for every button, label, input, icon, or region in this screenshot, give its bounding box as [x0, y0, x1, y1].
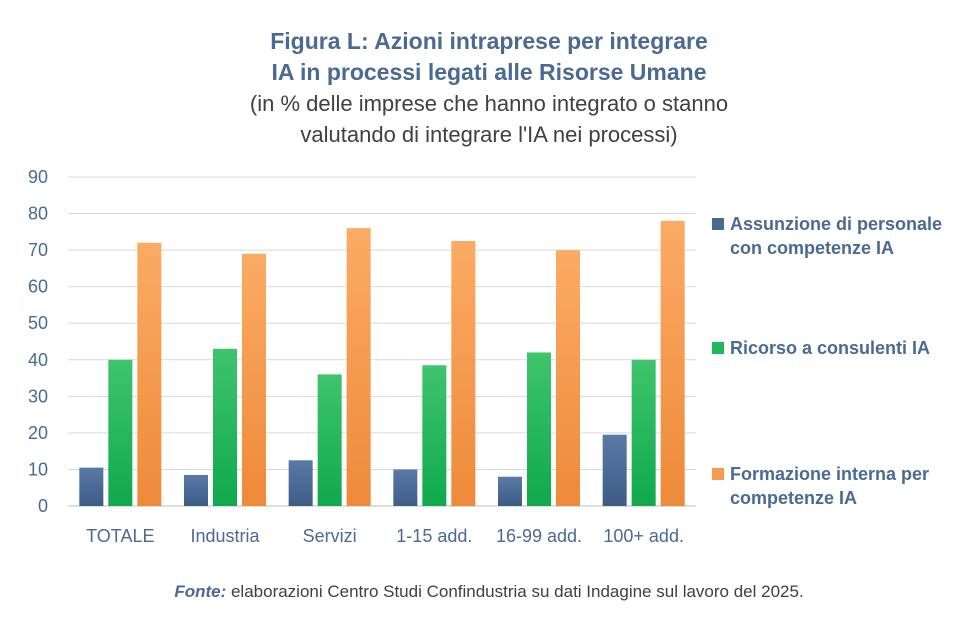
legend-swatch [712, 468, 724, 480]
legend-swatch [712, 342, 724, 354]
y-tick-label: 60 [28, 277, 48, 297]
bar-consulenti [527, 352, 551, 506]
chart-subtitle-line-2: valutando di integrare l'IA nei processi… [300, 122, 678, 147]
bar-consulenti [422, 365, 447, 506]
bar-formazione [137, 242, 162, 507]
bar-assunzione [498, 476, 522, 506]
y-tick-label: 90 [28, 167, 48, 187]
legend-swatch [712, 218, 724, 230]
bar-assunzione [79, 467, 104, 506]
legend-label-line-2: con competenze IA [730, 238, 895, 258]
gridlines [68, 176, 696, 507]
chart-title-block: Figura L: Azioni intraprese per integrar… [0, 26, 978, 150]
y-tick-label: 0 [38, 496, 48, 516]
x-axis-ticks: TOTALE Industria Servizi 1-15 add. 16-99 add… [86, 526, 684, 546]
y-tick-label: 10 [28, 459, 48, 479]
x-tick-label: Servizi [303, 526, 357, 546]
bar-formazione [451, 240, 476, 506]
x-tick-label: TOTALE [86, 526, 154, 546]
bar-consulenti [108, 359, 133, 506]
x-tick-label: 1-15 add. [396, 526, 472, 546]
legend-label: Formazione interna per competenze IA [730, 462, 970, 510]
legend-label: Assunzione di personale con competenze I… [730, 212, 970, 260]
bar-formazione [346, 228, 371, 506]
legend-label-line-2: competenze IA [730, 488, 858, 508]
x-tick-label: 100+ add. [603, 526, 684, 546]
x-tick-label: Industria [190, 526, 260, 546]
bar-assunzione [288, 460, 313, 506]
source-text: elaborazioni Centro Studi Confindustria … [226, 582, 804, 601]
bar-formazione [556, 250, 580, 506]
source-note: Fonte: elaborazioni Centro Studi Confind… [0, 582, 978, 602]
legend-label-line-1: Ricorso a consulenti IA [730, 338, 931, 358]
chart-title-line-1: Figura L: Azioni intraprese per integrar… [270, 28, 708, 54]
bar-assunzione [184, 474, 208, 506]
source-label: Fonte: [174, 582, 227, 601]
bars [79, 220, 685, 507]
y-axis-ticks: 0 10 20 30 40 50 60 70 80 90 [28, 167, 48, 516]
bar-formazione [660, 220, 685, 506]
bar-consulenti [631, 359, 656, 506]
bar-consulenti [213, 348, 237, 506]
bar-formazione [242, 253, 266, 506]
legend-label-line-1: Assunzione di personale [730, 214, 943, 234]
y-tick-label: 50 [28, 313, 48, 333]
y-tick-label: 20 [28, 423, 48, 443]
bar-assunzione [602, 434, 627, 506]
y-tick-label: 40 [28, 350, 48, 370]
bar-consulenti [317, 374, 342, 506]
y-tick-label: 70 [28, 240, 48, 260]
chart-title-line-2: IA in processi legati alle Risorse Umane [271, 59, 707, 85]
legend-label-line-1: Formazione interna per [730, 464, 930, 484]
legend-label: Ricorso a consulenti IA [730, 336, 970, 360]
y-tick-label: 80 [28, 204, 48, 224]
bar-assunzione [393, 469, 418, 506]
y-tick-label: 30 [28, 386, 48, 406]
x-tick-label: 16-99 add. [496, 526, 582, 546]
chart-subtitle-line-1: (in % delle imprese che hanno integrato … [249, 91, 729, 116]
